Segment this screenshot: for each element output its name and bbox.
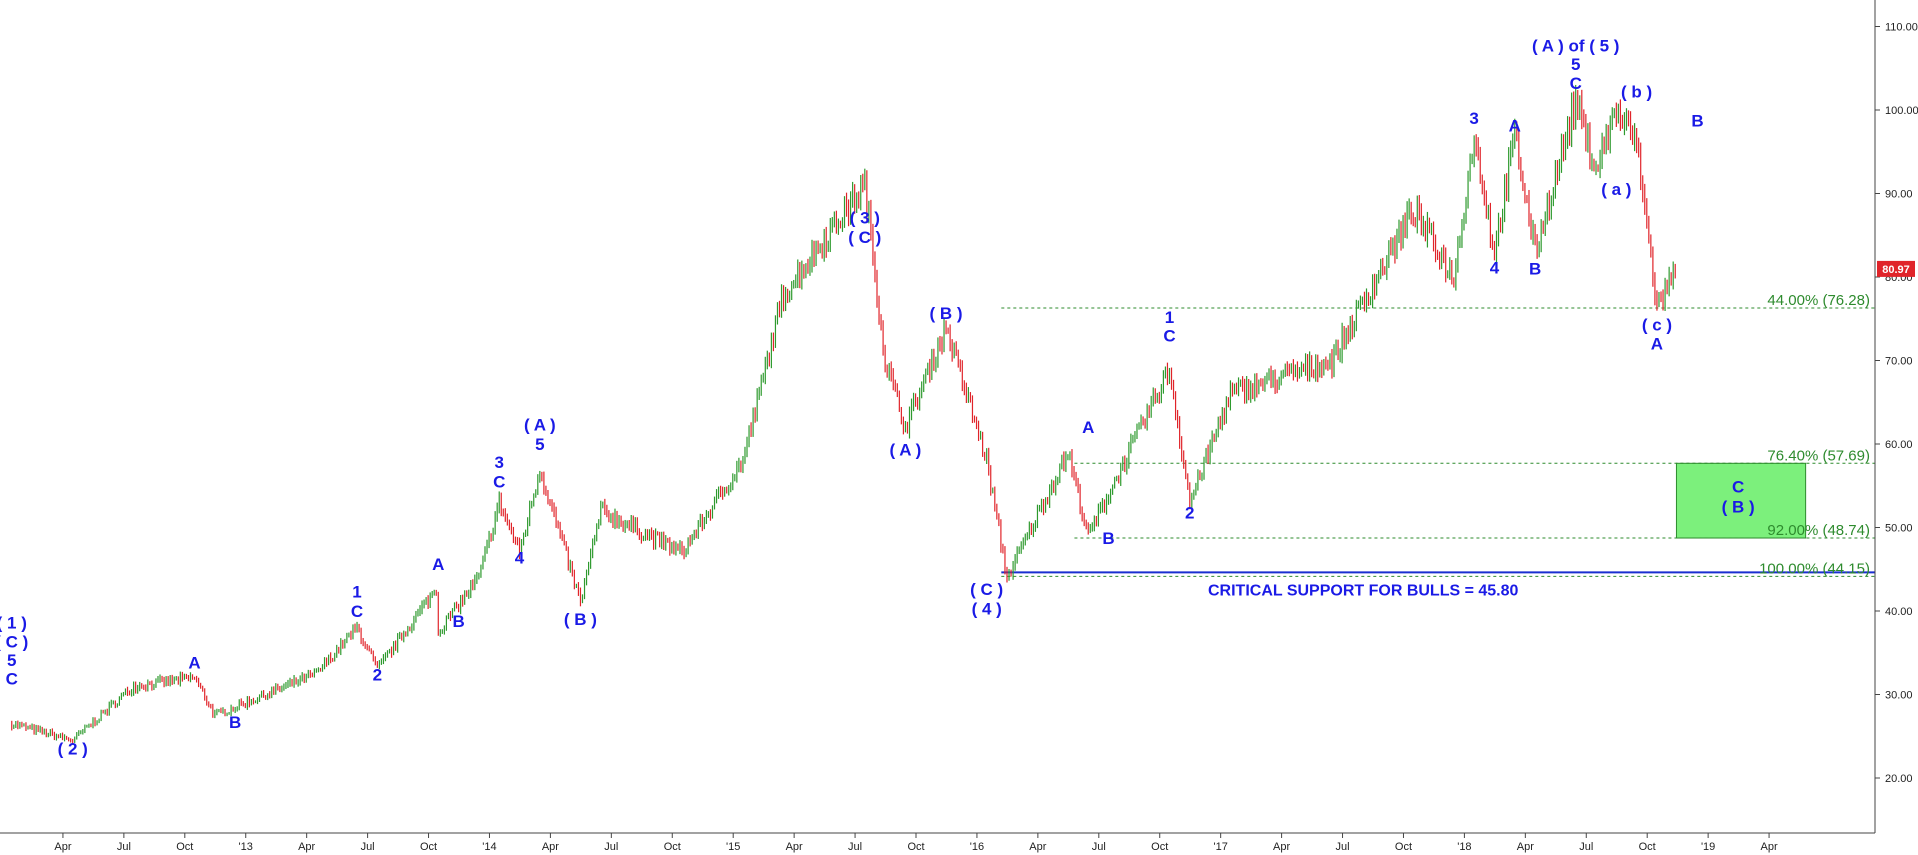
last-price-tag-label: 80.97: [1882, 264, 1910, 276]
x-tick-label: Oct: [1395, 841, 1412, 853]
fibonacci-labels: 44.00% (76.28) 76.40% (57.69) 92.00% (48.7…: [1759, 292, 1870, 577]
wave-label: B: [229, 713, 241, 732]
wave-label: ( B ): [1722, 497, 1755, 516]
x-tick-label: '13: [239, 841, 253, 853]
x-tick-label: Jul: [604, 841, 618, 853]
y-tick-label: 100.00: [1885, 105, 1918, 117]
y-tick-label: 20.00: [1885, 773, 1913, 785]
x-tick-label: Jul: [1092, 841, 1106, 853]
wave-label: 1: [352, 583, 361, 602]
support-label: CRITICAL SUPPORT FOR BULLS = 45.80: [1208, 582, 1519, 599]
wave-label: ( A ) of ( 5 ): [1532, 37, 1620, 56]
y-tick-label: 70.00: [1885, 356, 1913, 368]
price-bars: [11, 84, 1676, 744]
x-tick-label: '16: [970, 841, 984, 853]
y-tick-label: 90.00: [1885, 189, 1913, 201]
wave-label: ( 4 ): [972, 599, 1002, 618]
y-tick-label: 60.00: [1885, 439, 1913, 451]
wave-label: A: [1082, 418, 1094, 437]
fib-label: 92.00% (48.74): [1767, 522, 1870, 539]
wave-label: 2: [1185, 503, 1194, 522]
x-tick-label: '17: [1213, 841, 1227, 853]
wave-label: A: [188, 654, 200, 673]
wave-label: ( 1 ): [0, 614, 27, 633]
wave-label: ( A ): [890, 441, 922, 460]
x-tick-label: '18: [1457, 841, 1471, 853]
x-tick-label: Apr: [298, 841, 315, 853]
wave-label: ( b ): [1621, 82, 1652, 101]
x-tick-label: Oct: [664, 841, 681, 853]
wave-label: ( C ): [970, 580, 1003, 599]
x-tick-label: '19: [1701, 841, 1715, 853]
wave-label: C: [493, 472, 505, 491]
x-tick-label: '14: [482, 841, 496, 853]
x-tick-label: Jul: [848, 841, 862, 853]
fib-label: 76.40% (57.69): [1767, 447, 1870, 464]
wave-label: B: [1529, 259, 1541, 278]
y-tick-label: 110.00: [1885, 22, 1918, 34]
x-tick-label: Oct: [1151, 841, 1168, 853]
wave-label: ( C ): [848, 228, 881, 247]
x-tick-label: Jul: [117, 841, 131, 853]
x-tick-label: Apr: [1273, 841, 1290, 853]
wave-label: ( a ): [1601, 180, 1631, 199]
y-tick-label: 50.00: [1885, 523, 1913, 535]
wave-label: A: [432, 555, 444, 574]
plot-background: [0, 0, 1875, 833]
fib-label: 44.00% (76.28): [1767, 292, 1870, 309]
x-tick-label: Jul: [1336, 841, 1350, 853]
y-tick-label: 40.00: [1885, 606, 1913, 618]
x-tick-label: Apr: [54, 841, 71, 853]
x-tick-label: Oct: [176, 841, 193, 853]
wave-label: ( B ): [930, 304, 963, 323]
x-tick-label: Oct: [420, 841, 437, 853]
x-tick-label: Apr: [542, 841, 559, 853]
wave-label: B: [452, 612, 464, 631]
target-zone-box: [1675, 462, 1807, 539]
x-tick-label: Jul: [361, 841, 375, 853]
wave-label: 5: [1571, 55, 1580, 74]
critical-support: CRITICAL SUPPORT FOR BULLS = 45.80: [1001, 571, 1875, 599]
wave-label: ( 2 ): [58, 740, 88, 759]
wave-label: C: [1163, 326, 1175, 345]
wave-label: ( C ): [0, 633, 28, 652]
wave-label: ( 3 ): [850, 209, 880, 228]
wave-label: 5: [7, 651, 16, 670]
last-price-tag[interactable]: 80.97: [1877, 260, 1915, 277]
wave-label: ( A ): [524, 416, 556, 435]
wave-label: B: [1691, 112, 1703, 131]
x-tick-label: Oct: [1639, 841, 1656, 853]
x-tick-label: Apr: [1761, 841, 1778, 853]
wave-label: ( c ): [1642, 315, 1672, 334]
wave-label: ( B ): [564, 610, 597, 629]
wave-label: 5: [535, 435, 544, 454]
wave-label: A: [1509, 117, 1521, 136]
y-tick-label: 30.00: [1885, 690, 1913, 702]
wave-label: C: [6, 669, 18, 688]
wave-label: 4: [1490, 259, 1500, 278]
wave-label: 4: [515, 548, 525, 567]
wave-label: C: [1570, 74, 1582, 93]
x-tick-label: Apr: [786, 841, 803, 853]
wave-label: A: [1651, 335, 1663, 354]
wave-label: B: [1102, 529, 1114, 548]
target-zone: [1675, 462, 1807, 539]
x-tick-label: Apr: [1517, 841, 1534, 853]
x-tick-label: Apr: [1029, 841, 1046, 853]
fib-label: 100.00% (44.15): [1759, 560, 1870, 577]
wave-label: 3: [494, 453, 503, 472]
last-price-tag-box: [1877, 260, 1915, 277]
wave-label: 3: [1469, 109, 1478, 128]
x-tick-label: Jul: [1579, 841, 1593, 853]
wave-label: C: [1732, 477, 1744, 496]
x-tick-label: '15: [726, 841, 740, 853]
wave-label: C: [351, 602, 363, 621]
wave-label: 1: [1165, 308, 1174, 327]
wave-label: 2: [373, 665, 382, 684]
x-tick-label: Oct: [907, 841, 924, 853]
